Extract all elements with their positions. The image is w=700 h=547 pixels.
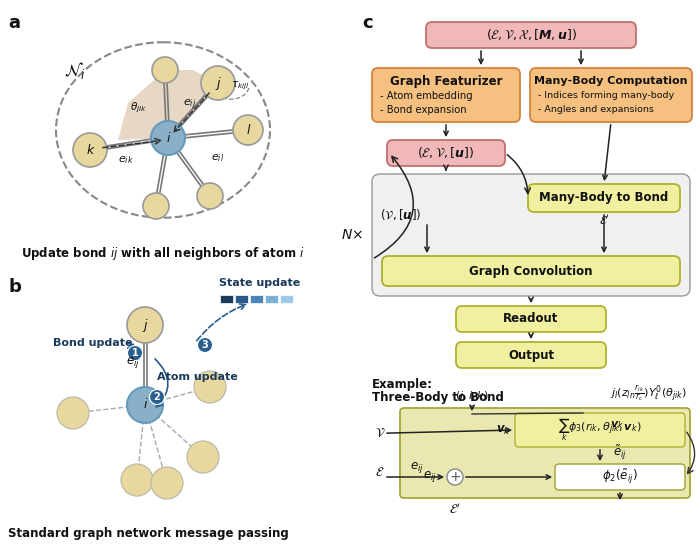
Text: $(\mathcal{E}, \mathcal{V}, [\boldsymbol{u}])$: $(\mathcal{E}, \mathcal{V}, [\boldsymbol… [417,146,475,160]
Bar [265,295,278,303]
Text: 2: 2 [153,392,160,402]
FancyBboxPatch shape [372,174,690,296]
Bar [220,295,233,303]
Text: - Angles and expansions: - Angles and expansions [538,106,654,114]
Text: b: b [8,278,21,296]
Circle shape [152,57,178,83]
Circle shape [127,346,143,360]
Text: 3: 3 [202,340,209,350]
Text: $\boldsymbol{v}_k$: $\boldsymbol{v}_k$ [496,423,510,437]
Circle shape [201,66,235,100]
Circle shape [187,441,219,473]
Text: i: i [144,399,147,411]
Circle shape [447,469,463,485]
Circle shape [121,464,153,496]
FancyBboxPatch shape [382,256,680,286]
Text: $e_{ij}$: $e_{ij}$ [183,98,197,112]
Text: $e_{il}$: $e_{il}$ [211,152,225,164]
Text: - Bond expansion: - Bond expansion [380,105,467,115]
Text: Many-Body to Bond: Many-Body to Bond [540,191,668,205]
Text: Standard graph network message passing: Standard graph network message passing [8,527,288,539]
Text: Output: Output [508,348,554,362]
Circle shape [194,371,226,403]
Text: $+$: $+$ [449,470,461,484]
Circle shape [127,307,163,343]
Text: Graph Convolution: Graph Convolution [469,265,593,277]
Circle shape [151,467,183,499]
FancyBboxPatch shape [372,68,520,122]
Text: Graph Featurizer: Graph Featurizer [390,74,503,88]
FancyBboxPatch shape [456,342,606,368]
Text: $(\mathcal{E}, \mathcal{V}, \mathcal{X}, [\boldsymbol{M}, \boldsymbol{u}])$: $(\mathcal{E}, \mathcal{V}, \mathcal{X},… [486,27,577,43]
Text: Example:: Example: [372,378,433,391]
Bar [250,295,263,303]
Text: Bond update: Bond update [53,338,133,348]
FancyBboxPatch shape [530,68,692,122]
Circle shape [150,389,164,404]
Circle shape [233,115,263,145]
Text: $\tilde{e}_{ij}$: $\tilde{e}_{ij}$ [613,444,627,462]
Bar [235,295,248,303]
FancyBboxPatch shape [555,464,685,490]
Text: State update: State update [218,278,300,288]
Text: $\phi_2(\tilde{e}_{ij})$: $\phi_2(\tilde{e}_{ij})$ [602,468,638,486]
Text: $e_{ij}$: $e_{ij}$ [410,460,424,475]
Text: k: k [86,143,94,156]
Bar [280,295,293,303]
Text: Update bond $ij$ with all neighbors of atom $i$: Update bond $ij$ with all neighbors of a… [21,245,305,261]
Text: 1: 1 [132,348,139,358]
Text: $\mathcal{E}$: $\mathcal{E}$ [375,466,384,479]
FancyBboxPatch shape [426,22,636,48]
Circle shape [127,387,163,423]
Text: l: l [246,124,250,137]
Text: $(j, i, k)$: $(j, i, k)$ [455,389,489,403]
Text: Many-Body Computation: Many-Body Computation [534,76,687,86]
Text: $\theta_{jik}$: $\theta_{jik}$ [130,101,146,115]
Text: $(\mathcal{V}, [\boldsymbol{u}])$: $(\mathcal{V}, [\boldsymbol{u}])$ [380,207,421,222]
Text: $e_{ik}$: $e_{ik}$ [118,154,134,166]
Text: $\mathcal{V}$: $\mathcal{V}$ [375,427,386,440]
Text: i: i [167,131,169,144]
Circle shape [151,121,185,155]
Text: $\sum_k \phi_3(r_{ik}, \theta_{jik}, \boldsymbol{v}_k)$: $\sum_k \phi_3(r_{ik}, \theta_{jik}, \bo… [558,417,642,443]
Text: $\mathcal{E}'$: $\mathcal{E}'$ [449,503,461,517]
Text: c: c [362,14,372,32]
Text: $\mathcal{E}'$: $\mathcal{E}'$ [598,214,610,228]
Polygon shape [118,70,218,140]
Text: - Atom embedding: - Atom embedding [380,91,472,101]
Circle shape [73,133,107,167]
Circle shape [143,193,169,219]
Text: a: a [8,14,20,32]
Text: $e_{ij}$: $e_{ij}$ [126,356,140,370]
Text: j: j [216,77,220,90]
Circle shape [197,183,223,209]
Text: j: j [144,318,147,331]
Text: $\boldsymbol{v}_k$: $\boldsymbol{v}_k$ [610,420,624,431]
Text: Atom update: Atom update [157,372,237,382]
FancyBboxPatch shape [387,140,505,166]
Text: Readout: Readout [503,312,559,325]
FancyBboxPatch shape [528,184,680,212]
FancyBboxPatch shape [515,413,685,447]
Text: $e_{ij}$: $e_{ij}$ [424,469,437,485]
Text: $N\!\times$: $N\!\times$ [341,228,363,242]
Text: $\tau_{kijl}$: $\tau_{kijl}$ [231,80,249,92]
FancyBboxPatch shape [456,306,606,332]
FancyBboxPatch shape [400,408,690,498]
Text: - Indices forming many-body: - Indices forming many-body [538,91,674,101]
Circle shape [57,397,89,429]
Text: $j_l(z_{ln}\frac{r_{ik}}{r_c})Y_\ell^0(\theta_{jik})$: $j_l(z_{ln}\frac{r_{ik}}{r_c})Y_\ell^0(\… [610,384,687,404]
Text: Three-Body to Bond: Three-Body to Bond [372,391,504,404]
Text: $\mathcal{N}_i$: $\mathcal{N}_i$ [64,60,85,82]
Circle shape [197,337,213,352]
